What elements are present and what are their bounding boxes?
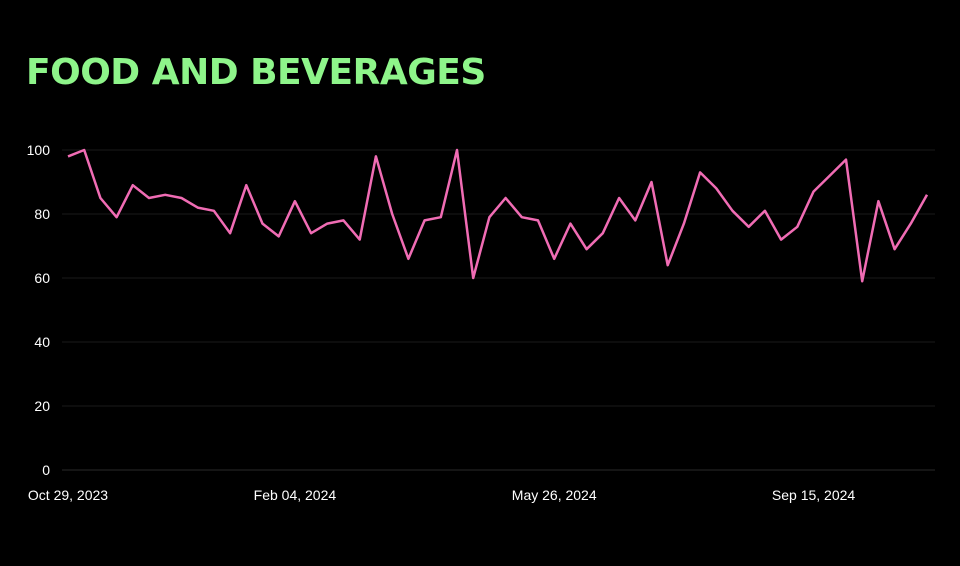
x-axis-labels: Oct 29, 2023 Feb 04, 2024 May 26, 2024 Sep …	[28, 487, 855, 503]
x-tick-label: Sep 15, 2024	[772, 487, 856, 503]
x-tick-label: Feb 04, 2024	[254, 487, 337, 503]
grid-lines	[62, 149, 935, 407]
y-tick-label: 0	[42, 462, 50, 478]
y-tick-label: 80	[34, 206, 50, 222]
x-tick-label: May 26, 2024	[512, 487, 597, 503]
y-tick-label: 20	[34, 398, 50, 414]
series-line	[67, 148, 929, 283]
y-tick-label: 60	[34, 270, 50, 286]
y-tick-label: 100	[27, 142, 51, 158]
y-axis-labels: 0 20 40 60 80 100	[27, 142, 51, 478]
y-tick-label: 40	[34, 334, 50, 350]
x-tick-label: Oct 29, 2023	[28, 487, 108, 503]
chart-title: FOOD AND BEVERAGES	[26, 52, 486, 93]
